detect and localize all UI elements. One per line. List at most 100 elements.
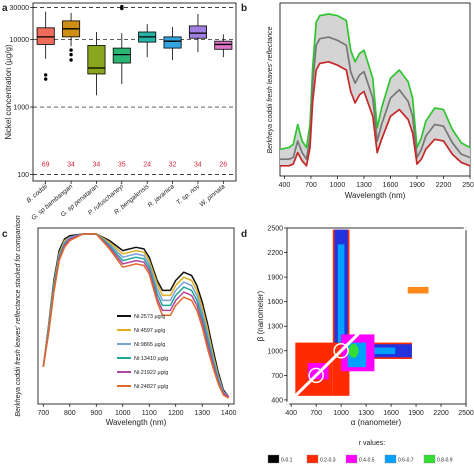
outlier-point bbox=[69, 52, 73, 57]
box-6 bbox=[188, 14, 207, 53]
x-tick-label: 1900 bbox=[409, 182, 425, 189]
heatmap-y-axis-label: β (nanometer) bbox=[256, 290, 265, 341]
x-tick-label: 700 bbox=[37, 410, 49, 417]
y-tick-label: 400 bbox=[271, 397, 283, 404]
stacked-series-line-4 bbox=[42, 233, 230, 398]
box-body bbox=[188, 25, 207, 39]
reflectance-range-band bbox=[280, 14, 470, 166]
boxplot-y-axis-label: Nickel concentration (µg/g) bbox=[4, 44, 13, 140]
box-5 bbox=[163, 26, 182, 60]
box-body bbox=[112, 47, 131, 64]
x-tick-label: 900 bbox=[90, 410, 102, 417]
heatmap-legend-title: r values: bbox=[359, 440, 386, 447]
sample-count-label: 34 bbox=[67, 161, 75, 168]
category-label: W. pinnata bbox=[198, 183, 226, 208]
heat-contour-ring bbox=[333, 343, 349, 359]
y-tick-label: 2200 bbox=[267, 250, 283, 257]
box-body bbox=[214, 40, 233, 50]
sample-count-label: 26 bbox=[219, 161, 227, 168]
sample-count-label: 69 bbox=[42, 161, 50, 168]
x-tick-label: 1300 bbox=[356, 182, 372, 189]
x-tick-label: 400 bbox=[285, 410, 297, 417]
box-body bbox=[163, 36, 182, 49]
outlier-point bbox=[43, 77, 48, 81]
stacked-series-line-1 bbox=[42, 233, 230, 398]
x-tick-label: 1600 bbox=[383, 410, 399, 417]
outlier-point bbox=[69, 48, 73, 52]
box-1 bbox=[62, 12, 81, 62]
outlier-point bbox=[69, 58, 73, 62]
stacked-series-line-3 bbox=[42, 233, 230, 398]
legend-label: Ni:4597 µg/g bbox=[134, 328, 165, 334]
reflectance-series-line-0 bbox=[279, 13, 471, 151]
box-body bbox=[87, 45, 106, 75]
x-tick-label: 1000 bbox=[115, 410, 131, 417]
y-tick-label: 1600 bbox=[267, 299, 283, 306]
reflectance-envelope-panel: 400 700 1000 1300 1600 1900 2200 2500 Wavelengt… bbox=[267, 2, 474, 200]
x-tick-label: 2200 bbox=[436, 182, 452, 189]
x-tick-label: 2500 bbox=[462, 182, 474, 189]
heat-patch-orange bbox=[407, 286, 429, 294]
outlier-point bbox=[120, 4, 124, 9]
heat-band-vertical-cyan bbox=[337, 244, 345, 343]
stacked-series-line-5 bbox=[42, 233, 230, 399]
x-tick-label: 2500 bbox=[458, 410, 474, 417]
panel-letter-a: a bbox=[2, 3, 8, 14]
category-label: B. coddii bbox=[25, 183, 49, 205]
x-tick-label: 400 bbox=[279, 182, 291, 189]
y-tick-label: 1000 bbox=[13, 105, 29, 112]
reflectance-series-line-1 bbox=[280, 36, 471, 161]
x-tick-label: 700 bbox=[310, 410, 322, 417]
box-7 bbox=[214, 34, 233, 58]
panel-letter-b: b bbox=[241, 3, 247, 14]
boxplot-panel: 100 1000 10000 30000 69 34 34 35 24 32 34 26 B. co… bbox=[4, 2, 237, 222]
heat-contour-ring bbox=[308, 367, 324, 384]
y-tick-label: 1900 bbox=[267, 275, 283, 282]
reflectance-x-axis-label: Wavelength (nm) bbox=[345, 191, 406, 200]
x-tick-label: 1600 bbox=[383, 182, 399, 189]
legend-label: Ni:9865 µg/g bbox=[134, 342, 165, 348]
y-tick-label: 1300 bbox=[267, 324, 283, 331]
box-0 bbox=[36, 11, 55, 81]
heat-peak-region bbox=[348, 343, 359, 358]
legend-label: Ni:2573 µg/g bbox=[134, 314, 165, 320]
sample-count-label: 34 bbox=[194, 161, 202, 168]
sample-count-label: 34 bbox=[93, 161, 101, 168]
legend-label: Ni:13410 µg/g bbox=[134, 356, 168, 362]
box-body bbox=[36, 27, 55, 45]
legend-range-label: 0.6-0.7 bbox=[398, 458, 414, 464]
heat-diagonal bbox=[285, 226, 468, 406]
reflectance-series-line-2 bbox=[280, 60, 471, 167]
sample-count-label: 32 bbox=[169, 161, 177, 168]
legend-color-swatch bbox=[267, 454, 280, 464]
category-label: R. javanica bbox=[147, 183, 176, 209]
stacked-series-line-2 bbox=[42, 233, 230, 398]
y-tick-label: 1000 bbox=[267, 348, 283, 355]
x-tick-label: 1400 bbox=[221, 410, 237, 417]
legend-color-swatch bbox=[345, 454, 358, 464]
legend-range-label: 0-0.1 bbox=[281, 458, 293, 464]
stacked-y-axis-label: Berkheya coddii fresh leaves' reflectanc… bbox=[15, 215, 22, 416]
sample-count-label: 35 bbox=[118, 161, 126, 168]
box-2 bbox=[87, 31, 106, 96]
legend-range-label: 0.8-0.9 bbox=[437, 458, 453, 464]
legend-color-swatch bbox=[384, 454, 397, 464]
y-tick-label: 100 bbox=[17, 172, 29, 179]
panel-letter-c: c bbox=[2, 229, 8, 240]
stacked-x-axis-label: Wavelength (nm) bbox=[106, 418, 167, 427]
legend-range-label: 0.2-0.3 bbox=[320, 458, 336, 464]
x-tick-label: 1300 bbox=[358, 410, 374, 417]
reflectance-y-axis-label: Berkheya coddii fresh leaves' reflectanc… bbox=[267, 26, 274, 153]
correlation-heatmap-panel: 400 700 1000 1300 1600 1900 2200 2500 400 700 100… bbox=[256, 226, 474, 464]
x-tick-label: 800 bbox=[64, 410, 76, 417]
legend-label: Ni:24827 µg/g bbox=[134, 384, 168, 390]
x-tick-label: 1900 bbox=[408, 410, 424, 417]
y-tick-label: 2500 bbox=[267, 226, 283, 233]
box-3 bbox=[112, 4, 131, 84]
stacked-series-line-0 bbox=[42, 233, 230, 398]
outlier-point bbox=[43, 73, 48, 77]
sample-count-label: 24 bbox=[143, 161, 151, 168]
x-tick-label: 1300 bbox=[194, 410, 210, 417]
x-tick-label: 1200 bbox=[168, 410, 184, 417]
legend-color-swatch bbox=[306, 454, 319, 464]
